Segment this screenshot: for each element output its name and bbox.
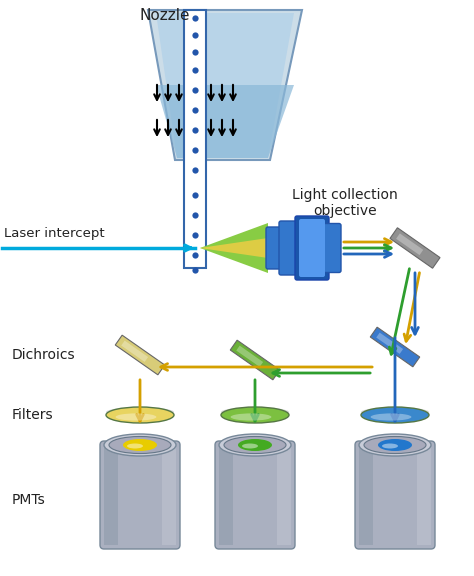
- Ellipse shape: [238, 439, 272, 451]
- Ellipse shape: [221, 407, 289, 423]
- FancyBboxPatch shape: [277, 445, 291, 545]
- FancyBboxPatch shape: [279, 221, 301, 275]
- Polygon shape: [376, 332, 403, 354]
- Ellipse shape: [224, 437, 286, 453]
- Text: Dichroics: Dichroics: [12, 348, 76, 362]
- Ellipse shape: [104, 434, 176, 456]
- Ellipse shape: [219, 434, 291, 456]
- Text: Light collection
objective: Light collection objective: [292, 188, 398, 218]
- Polygon shape: [396, 233, 423, 255]
- Ellipse shape: [361, 407, 429, 423]
- Polygon shape: [236, 346, 263, 367]
- Polygon shape: [148, 10, 302, 160]
- Bar: [184, 10, 206, 268]
- Text: Laser intercept: Laser intercept: [4, 228, 105, 241]
- Polygon shape: [200, 223, 268, 273]
- FancyBboxPatch shape: [355, 441, 435, 549]
- Polygon shape: [121, 340, 148, 362]
- FancyBboxPatch shape: [215, 441, 295, 549]
- Ellipse shape: [221, 407, 289, 417]
- Text: Filters: Filters: [12, 408, 54, 422]
- Polygon shape: [115, 335, 165, 375]
- Ellipse shape: [123, 439, 157, 451]
- Ellipse shape: [364, 437, 426, 453]
- FancyBboxPatch shape: [323, 223, 341, 272]
- Ellipse shape: [371, 414, 411, 420]
- Ellipse shape: [106, 407, 174, 423]
- FancyBboxPatch shape: [299, 219, 325, 277]
- Ellipse shape: [359, 434, 431, 456]
- Ellipse shape: [230, 414, 272, 420]
- Text: Nozzle: Nozzle: [140, 7, 191, 22]
- FancyBboxPatch shape: [295, 216, 329, 280]
- Polygon shape: [230, 340, 280, 380]
- Polygon shape: [200, 238, 268, 258]
- FancyBboxPatch shape: [104, 445, 118, 545]
- Ellipse shape: [116, 414, 156, 420]
- FancyBboxPatch shape: [266, 227, 285, 269]
- Ellipse shape: [378, 439, 412, 451]
- FancyBboxPatch shape: [162, 445, 176, 545]
- Ellipse shape: [242, 444, 258, 449]
- Ellipse shape: [109, 437, 171, 453]
- Polygon shape: [156, 13, 294, 158]
- FancyBboxPatch shape: [417, 445, 431, 545]
- FancyBboxPatch shape: [219, 445, 233, 545]
- Polygon shape: [370, 327, 420, 367]
- Ellipse shape: [361, 407, 429, 417]
- Polygon shape: [390, 228, 440, 268]
- Polygon shape: [156, 85, 294, 158]
- FancyBboxPatch shape: [359, 445, 373, 545]
- Ellipse shape: [106, 407, 174, 417]
- Ellipse shape: [127, 444, 143, 449]
- FancyBboxPatch shape: [100, 441, 180, 549]
- Text: PMTs: PMTs: [12, 493, 46, 507]
- Ellipse shape: [382, 444, 398, 449]
